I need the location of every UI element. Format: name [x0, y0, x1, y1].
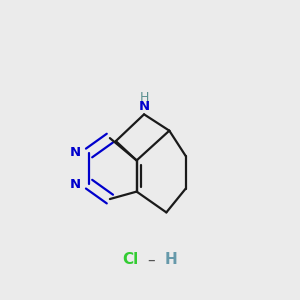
- Text: H: H: [164, 253, 177, 268]
- Text: N: N: [70, 178, 81, 191]
- Text: –: –: [148, 253, 155, 268]
- Text: Cl: Cl: [123, 253, 139, 268]
- Text: H: H: [140, 92, 149, 104]
- Text: N: N: [139, 100, 150, 113]
- Text: N: N: [70, 146, 81, 160]
